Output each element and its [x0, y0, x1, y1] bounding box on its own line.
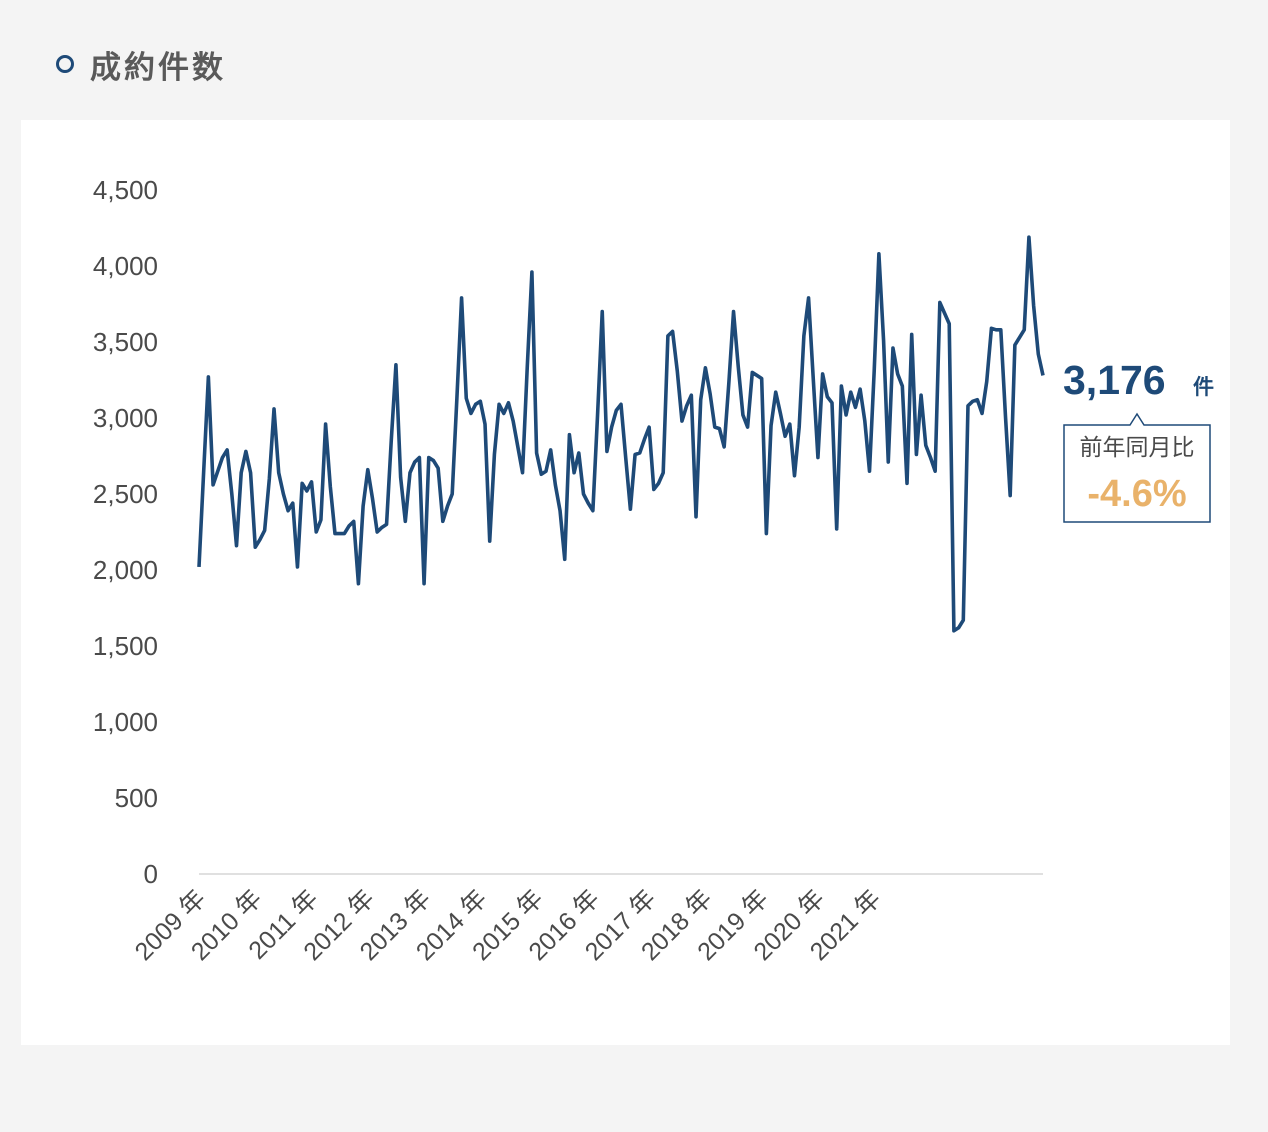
y-tick-label: 2,500 — [93, 479, 158, 509]
latest-value: 3,176 — [1063, 357, 1166, 403]
latest-value-callout: 3,176 件 前年同月比 -4.6% — [1063, 357, 1214, 523]
y-tick-label: 1,000 — [93, 707, 158, 737]
y-tick-label: 3,500 — [93, 327, 158, 357]
section-title: 成約件数 — [90, 49, 226, 85]
y-tick-label: 500 — [115, 783, 158, 813]
y-tick-label: 4,000 — [93, 251, 158, 281]
y-axis: 0 500 1,000 1,500 2,000 2,500 3,000 3,500 4,000 4… — [93, 175, 158, 889]
circle-bullet-icon — [56, 55, 74, 73]
y-tick-label: 1,500 — [93, 631, 158, 661]
y-tick-label: 0 — [144, 859, 158, 889]
y-tick-label: 2,000 — [93, 555, 158, 585]
y-tick-label: 4,500 — [93, 175, 158, 205]
yoy-box — [1063, 412, 1211, 523]
y-tick-label: 3,000 — [93, 403, 158, 433]
yoy-label: 前年同月比 — [1080, 434, 1195, 460]
chart-card: 0 500 1,000 1,500 2,000 2,500 3,000 3,500 4,000 4… — [21, 120, 1230, 1045]
section-header: 成約件数 — [56, 44, 226, 85]
latest-value-unit: 件 — [1193, 376, 1214, 399]
line-chart: 0 500 1,000 1,500 2,000 2,500 3,000 3,500 4,000 4… — [93, 175, 1214, 966]
series-line — [197, 235, 1045, 633]
yoy-change: -4.6% — [1087, 473, 1186, 515]
